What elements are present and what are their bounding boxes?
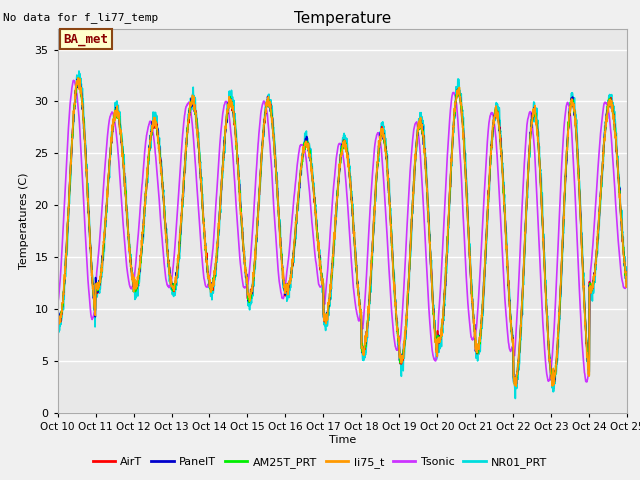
Text: BA_met: BA_met <box>63 33 108 46</box>
Title: Temperature: Temperature <box>294 11 391 26</box>
Legend: AirT, PanelT, AM25T_PRT, li75_t, Tsonic, NR01_PRT: AirT, PanelT, AM25T_PRT, li75_t, Tsonic,… <box>88 452 552 472</box>
X-axis label: Time: Time <box>329 434 356 444</box>
Y-axis label: Temperatures (C): Temperatures (C) <box>19 172 29 269</box>
Text: No data for f_li77_temp: No data for f_li77_temp <box>3 12 159 23</box>
